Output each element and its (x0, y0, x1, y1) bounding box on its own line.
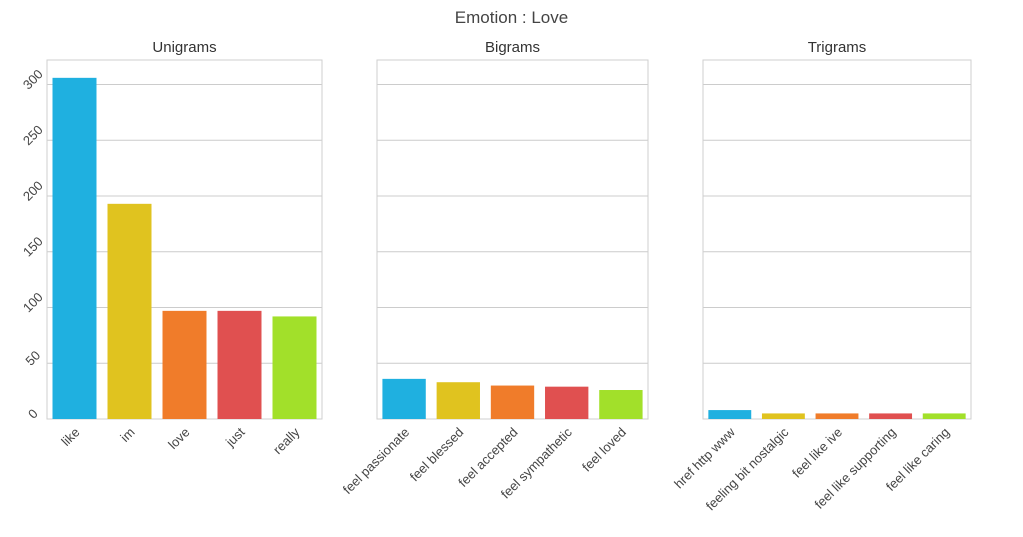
x-tick-label: feel blessed (407, 425, 467, 485)
bar-feel-like-caring (922, 413, 966, 419)
panel-title: Unigrams (152, 39, 216, 56)
y-tick-label: 250 (20, 122, 46, 148)
y-tick-label: 150 (20, 234, 46, 260)
x-tick-label: really (270, 424, 303, 457)
plot-frame (702, 59, 972, 420)
bar-feeling-bit-nostalgic (761, 413, 805, 419)
y-tick-label: 200 (20, 178, 46, 204)
bar-really (272, 316, 317, 419)
bar-feel-like-supporting (869, 413, 913, 419)
bar-like (52, 77, 97, 420)
bar-feel-like-ive (815, 413, 859, 419)
x-tick-label: love (165, 425, 192, 452)
bar-im (107, 203, 152, 419)
bar-feel-blessed (436, 382, 480, 419)
panel-title: Bigrams (485, 39, 540, 56)
figure-title: Emotion : Love (454, 8, 569, 27)
y-tick-label: 0 (25, 406, 41, 422)
x-tick-label: im (117, 425, 137, 445)
bar-feel-loved (599, 390, 643, 419)
bar-href-http-www (708, 410, 752, 419)
bar-just (217, 310, 262, 419)
x-tick-label: feel loved (579, 425, 629, 475)
y-tick-label: 300 (20, 66, 46, 92)
x-tick-label: just (222, 424, 248, 450)
plot-frame (376, 59, 649, 420)
x-tick-label: feel passionate (340, 425, 412, 497)
x-tick-label: feel like ive (789, 425, 845, 481)
y-tick-label: 50 (22, 348, 43, 369)
panel-unigrams: Unigrams 0 50 100 150 200 250 300 like im love just… (20, 39, 323, 457)
y-tick-label: 100 (20, 289, 46, 315)
bar-feel-accepted (490, 385, 535, 419)
panel-title: Trigrams (808, 39, 867, 56)
bar-love (162, 310, 207, 419)
bar-feel-passionate (382, 378, 426, 419)
bar-feel-sympathetic (545, 386, 589, 419)
x-tick-label: like (58, 425, 82, 449)
